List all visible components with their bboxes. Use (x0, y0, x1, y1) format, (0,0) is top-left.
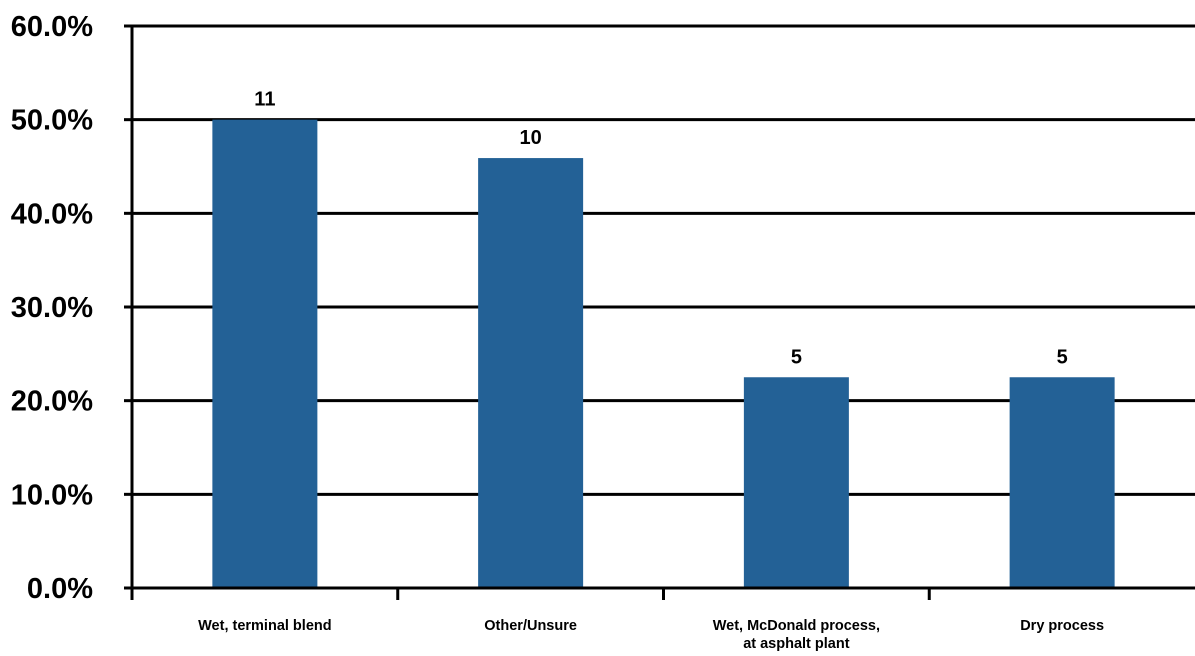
y-tick-label: 30.0% (11, 292, 93, 324)
x-tick-label: Wet, terminal blend (198, 618, 331, 634)
y-tick-label: 50.0% (11, 105, 93, 137)
x-tick-label: Wet, McDonald process, (713, 618, 880, 634)
bars (212, 119, 1115, 589)
y-tick-label: 0.0% (27, 573, 93, 605)
y-tick-label: 10.0% (11, 479, 93, 511)
axes (124, 24, 1195, 600)
x-tick-label: at asphalt plant (743, 636, 850, 652)
y-tick-label: 40.0% (11, 198, 93, 230)
bar (1009, 377, 1115, 588)
x-tick-label: Dry process (1020, 618, 1104, 634)
y-tick-label: 60.0% (11, 11, 93, 43)
bar (743, 377, 849, 588)
bar (478, 158, 584, 588)
data-label: 5 (1057, 346, 1068, 368)
labels: 0.0% 10.0% 20.0% 30.0% 40.0% 50.0% 60.0% 11 Wet,… (11, 11, 1104, 652)
y-tick-label: 20.0% (11, 386, 93, 418)
bar (212, 119, 318, 589)
data-label: 5 (791, 346, 802, 368)
x-tick-label: Other/Unsure (484, 618, 577, 634)
data-label: 11 (254, 89, 275, 111)
data-label: 10 (520, 127, 542, 149)
